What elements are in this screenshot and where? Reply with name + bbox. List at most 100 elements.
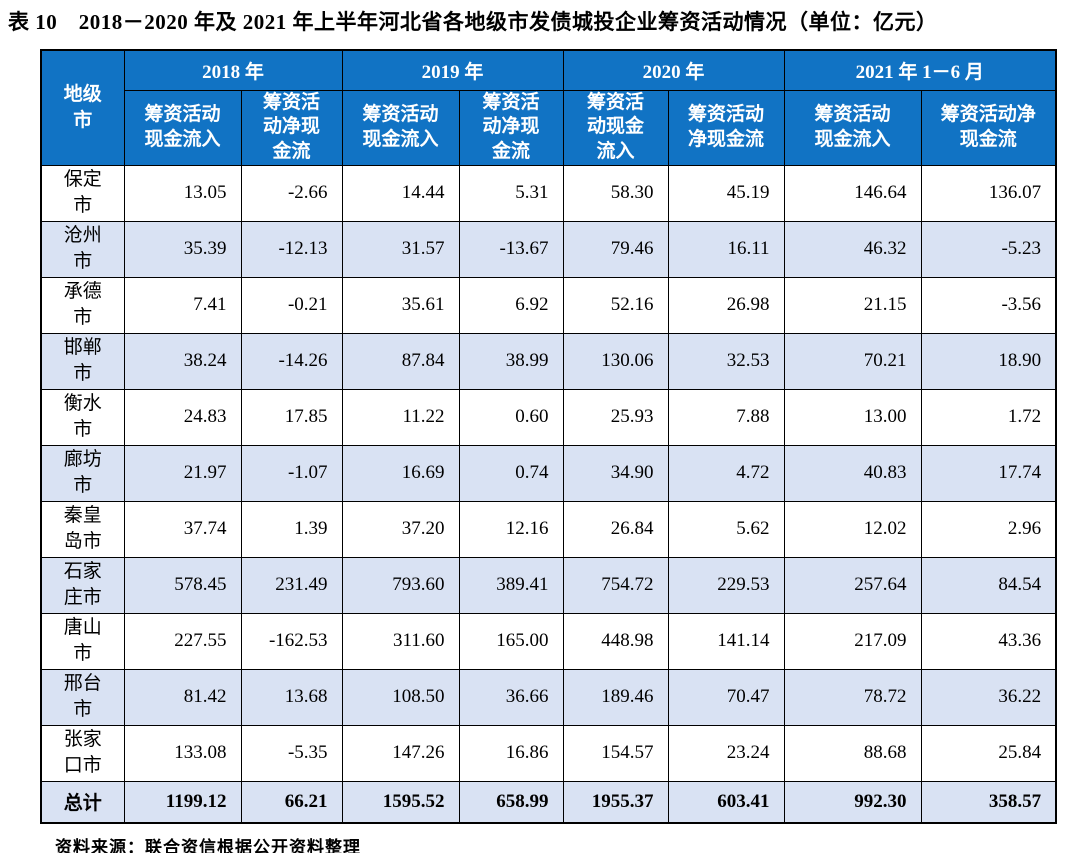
total-value-cell: 358.57 [920,780,1057,824]
sub-header-2020-net: 筹资活动净现金流 [667,89,785,166]
table-row-qinhuangdao: 秦皇岛市 37.74 1.39 37.20 12.16 26.84 5.62 1… [40,500,1057,558]
value-cell: 141.14 [667,612,785,670]
sub-header-2021-net: 筹资活动净现金流 [920,89,1057,166]
value-cell: 4.72 [667,444,785,502]
value-cell: 13.05 [123,164,242,222]
value-cell: 79.46 [562,220,669,278]
value-cell: 7.88 [667,388,785,446]
value-cell: 11.22 [341,388,460,446]
value-cell: 448.98 [562,612,669,670]
value-cell: 189.46 [562,668,669,726]
value-cell: 21.97 [123,444,242,502]
value-cell: 45.19 [667,164,785,222]
total-value-cell: 1595.52 [341,780,460,824]
value-cell: 147.26 [341,724,460,782]
year-header-2021h1: 2021 年 1－6 月 [783,49,1057,91]
value-cell: 35.39 [123,220,242,278]
value-cell: 58.30 [562,164,669,222]
value-cell: 16.69 [341,444,460,502]
value-cell: 70.21 [783,332,922,390]
total-label-cell: 总计 [40,780,125,824]
value-cell: -13.67 [458,220,564,278]
total-row: 总计 1199.12 66.21 1595.52 658.99 1955.37 … [40,780,1057,824]
total-value-cell: 658.99 [458,780,564,824]
value-cell: 46.32 [783,220,922,278]
table-row-cangzhou: 沧州市 35.39 -12.13 31.57 -13.67 79.46 16.1… [40,220,1057,278]
value-cell: 146.64 [783,164,922,222]
value-cell: 81.42 [123,668,242,726]
value-cell: 40.83 [783,444,922,502]
city-cell: 邢台市 [40,668,125,726]
value-cell: 229.53 [667,556,785,614]
value-cell: 389.41 [458,556,564,614]
value-cell: 1.39 [240,500,343,558]
value-cell: 88.68 [783,724,922,782]
value-cell: 37.20 [341,500,460,558]
value-cell: 257.64 [783,556,922,614]
value-cell: 12.16 [458,500,564,558]
sub-header-2018-inflow: 筹资活动现金流入 [123,89,242,166]
value-cell: -5.23 [920,220,1057,278]
city-cell: 廊坊市 [40,444,125,502]
table-row-baoding: 保定市 13.05 -2.66 14.44 5.31 58.30 45.19 1… [40,164,1057,222]
year-header-2018: 2018 年 [123,49,343,91]
value-cell: 231.49 [240,556,343,614]
value-cell: -5.35 [240,724,343,782]
value-cell: 24.83 [123,388,242,446]
value-cell: 578.45 [123,556,242,614]
city-cell: 邯郸市 [40,332,125,390]
value-cell: -0.21 [240,276,343,334]
sub-header-2019-inflow: 筹资活动现金流入 [341,89,460,166]
value-cell: 31.57 [341,220,460,278]
year-header-2020: 2020 年 [562,49,785,91]
value-cell: 108.50 [341,668,460,726]
total-value-cell: 992.30 [783,780,922,824]
table-row-shijiazhuang: 石家庄市 578.45 231.49 793.60 389.41 754.72 … [40,556,1057,614]
sub-header-2019-net: 筹资活动净现金流 [458,89,564,166]
value-cell: 1.72 [920,388,1057,446]
value-cell: 16.11 [667,220,785,278]
value-cell: 36.66 [458,668,564,726]
value-cell: 25.84 [920,724,1057,782]
sub-header-2020-inflow: 筹资活动现金流入 [562,89,669,166]
value-cell: 311.60 [341,612,460,670]
value-cell: 0.60 [458,388,564,446]
value-cell: 17.74 [920,444,1057,502]
city-cell: 张家口市 [40,724,125,782]
value-cell: -2.66 [240,164,343,222]
value-cell: 7.41 [123,276,242,334]
value-cell: 23.24 [667,724,785,782]
year-header-row: 地级市 2018 年 2019 年 2020 年 2021 年 1－6 月 [40,49,1057,166]
table-row-tangshan: 唐山市 227.55 -162.53 311.60 165.00 448.98 … [40,612,1057,670]
value-cell: -162.53 [240,612,343,670]
financing-activity-table: 地级市 2018 年 2019 年 2020 年 2021 年 1－6 月 筹资… [40,49,1058,825]
sub-header-2018-net: 筹资活动净现金流 [240,89,343,166]
total-value-cell: 1955.37 [562,780,669,824]
value-cell: 217.09 [783,612,922,670]
source-note: 资料来源：联合资信根据公开资料整理 [55,838,361,853]
value-cell: 13.68 [240,668,343,726]
city-cell: 保定市 [40,164,125,222]
value-cell: 5.62 [667,500,785,558]
value-cell: -12.13 [240,220,343,278]
value-cell: 6.92 [458,276,564,334]
table-row-chengde: 承德市 7.41 -0.21 35.61 6.92 52.16 26.98 21… [40,276,1057,334]
table-row-hengshui: 衡水市 24.83 17.85 11.22 0.60 25.93 7.88 13… [40,388,1057,446]
value-cell: -3.56 [920,276,1057,334]
year-header-2019: 2019 年 [341,49,564,91]
city-cell: 沧州市 [40,220,125,278]
value-cell: 84.54 [920,556,1057,614]
value-cell: 38.99 [458,332,564,390]
value-cell: 136.07 [920,164,1057,222]
value-cell: 26.84 [562,500,669,558]
value-cell: 37.74 [123,500,242,558]
value-cell: 17.85 [240,388,343,446]
value-cell: 133.08 [123,724,242,782]
value-cell: 78.72 [783,668,922,726]
value-cell: 52.16 [562,276,669,334]
value-cell: 36.22 [920,668,1057,726]
city-cell: 衡水市 [40,388,125,446]
value-cell: 130.06 [562,332,669,390]
value-cell: 43.36 [920,612,1057,670]
value-cell: 12.02 [783,500,922,558]
